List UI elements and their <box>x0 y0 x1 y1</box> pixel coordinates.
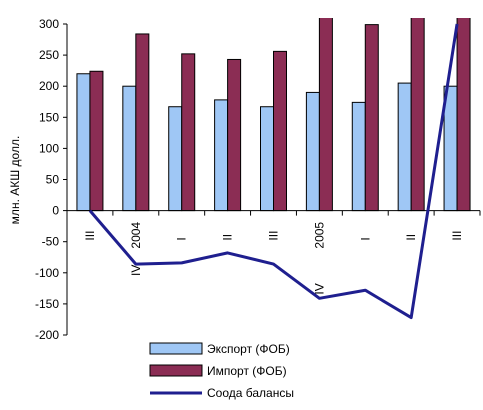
x-tick-label: I <box>358 237 372 240</box>
y-tick-labels: -200 -150 -100 -50 0 50 100 150 200 250 300 <box>35 17 59 342</box>
import-bar <box>364 24 379 212</box>
x-tick-label: II <box>221 234 235 241</box>
y-axis-label: млн. АКШ долл. <box>8 136 22 225</box>
import-bar <box>89 70 104 212</box>
x-tick-label: I <box>175 237 189 240</box>
export-bar <box>76 73 91 212</box>
import-bar <box>410 18 425 212</box>
legend: Экспорт (ФОБ) Импорт (ФОБ) Соода балансы <box>149 342 294 400</box>
x-tick-label: III <box>83 231 97 241</box>
y-tick-label: 300 <box>39 17 59 31</box>
import-bar <box>318 18 333 212</box>
legend-label: Импорт (ФОБ) <box>207 364 287 378</box>
bars <box>76 18 471 212</box>
import-bar <box>135 33 150 212</box>
y-tick-label: -50 <box>42 235 60 249</box>
export-bar <box>351 101 366 212</box>
export-bar <box>214 99 229 212</box>
balance-line-group <box>88 23 459 320</box>
balance-line <box>88 23 459 320</box>
y-tick-label: 250 <box>39 48 59 62</box>
import-bar <box>227 58 242 212</box>
legend-label: Соода балансы <box>207 386 294 400</box>
y-tick-label: -200 <box>35 328 59 342</box>
y-tick-label: 150 <box>39 110 59 124</box>
x-tick-label: III <box>450 231 464 241</box>
import-bar <box>456 18 471 212</box>
y-tick-label: 100 <box>39 141 59 155</box>
y-tick-label: 50 <box>46 173 60 187</box>
legend-swatch-export <box>149 342 203 355</box>
x-tick-label: III <box>267 231 281 241</box>
axes <box>63 23 481 336</box>
export-bar <box>397 82 412 212</box>
legend-swatch-import <box>149 364 203 377</box>
y-tick-label: -150 <box>35 297 59 311</box>
import-bar <box>181 53 196 212</box>
legend-label: Экспорт (ФОБ) <box>207 342 290 356</box>
x-tick-label: 2005 <box>312 222 326 249</box>
export-bar <box>443 85 458 212</box>
x-tick-label: 2004 <box>129 222 143 249</box>
x-tick-label: II <box>404 234 418 241</box>
export-bar <box>168 106 183 212</box>
y-tick-label: 0 <box>52 204 59 218</box>
export-bar <box>305 91 320 212</box>
x-tick-label: IV <box>129 265 143 276</box>
y-tick-label: -100 <box>35 266 59 280</box>
export-bar <box>260 106 274 212</box>
y-tick-label: 200 <box>39 79 59 93</box>
x-tick-label: IV <box>312 283 326 294</box>
import-bar <box>273 50 287 212</box>
export-bar <box>122 85 137 212</box>
